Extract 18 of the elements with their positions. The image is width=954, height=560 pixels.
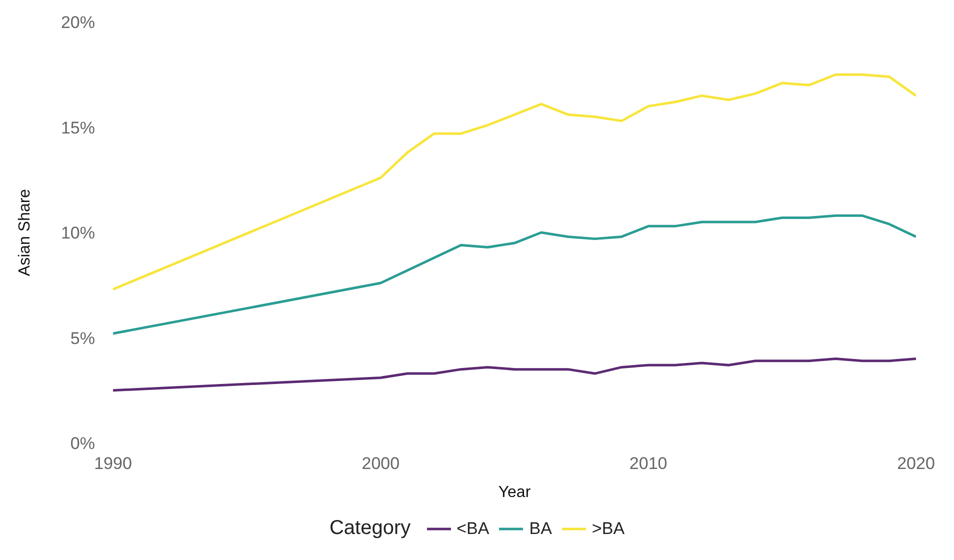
line-series xyxy=(113,73,916,291)
y-axis-title: Asian Share xyxy=(16,188,34,276)
y-tick-label: 5% xyxy=(70,328,95,348)
legend-label: BA xyxy=(528,518,552,538)
y-tick-label: 10% xyxy=(60,224,95,243)
x-tick-label: 2000 xyxy=(362,454,400,474)
x-tick-label: 2020 xyxy=(897,454,935,474)
x-tick-label: 1990 xyxy=(94,454,132,474)
x-tick-label: 2010 xyxy=(629,454,668,474)
line-series xyxy=(113,358,916,392)
y-tick-label: 20% xyxy=(60,13,95,32)
legend-title: Category xyxy=(329,517,411,540)
legend-label: >BA xyxy=(590,518,625,538)
x-axis-title: Year xyxy=(498,484,532,501)
legend-label: <BA xyxy=(456,518,490,538)
y-tick-label: 0% xyxy=(70,434,95,454)
y-tick-label: 15% xyxy=(60,118,95,138)
line-series xyxy=(113,214,916,335)
